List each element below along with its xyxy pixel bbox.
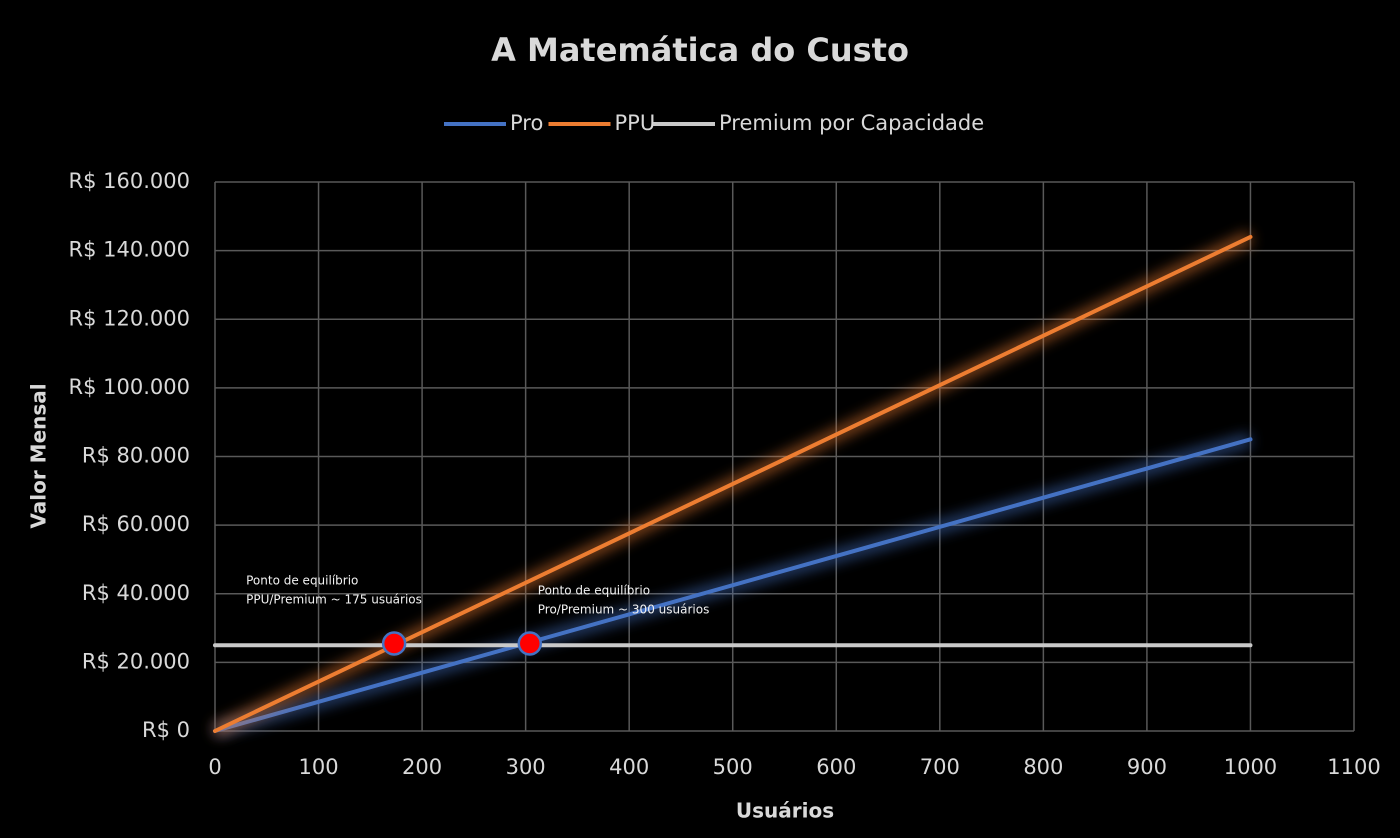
x-tick-label: 1000 <box>1224 755 1277 779</box>
x-tick-label: 100 <box>298 755 338 779</box>
x-tick-label: 400 <box>609 755 649 779</box>
legend-label: Pro <box>510 111 543 135</box>
x-tick-label: 600 <box>816 755 856 779</box>
chart-title: A Matemática do Custo <box>491 31 909 69</box>
annotation-text: Ponto de equilíbrio <box>538 584 650 598</box>
y-axis-title: Valor Mensal <box>27 383 51 528</box>
x-tick-label: 800 <box>1023 755 1063 779</box>
legend: Pro PPU Premium por Capacidade <box>444 111 984 135</box>
x-tick-label: 300 <box>506 755 546 779</box>
annotation-text: PPU/Premium ~ 175 usuários <box>246 593 422 607</box>
y-tick-label: R$ 60.000 <box>82 512 190 536</box>
break-even-marker <box>517 631 543 656</box>
legend-label: Premium por Capacidade <box>719 111 984 135</box>
y-tick-label: R$ 80.000 <box>82 444 190 468</box>
y-tick-label: R$ 20.000 <box>82 649 190 673</box>
x-tick-label: 700 <box>920 755 960 779</box>
x-axis-title: Usuários <box>736 799 834 823</box>
x-tick-label: 900 <box>1127 755 1167 779</box>
x-tick-label: 200 <box>402 755 442 779</box>
y-tick-label: R$ 160.000 <box>69 169 190 193</box>
legend-label: PPU <box>615 111 656 135</box>
x-tick-label: 500 <box>713 755 753 779</box>
break-even-marker <box>381 631 407 656</box>
y-tick-label: R$ 140.000 <box>69 238 190 262</box>
annotation-text: Pro/Premium ~ 300 usuários <box>538 603 710 617</box>
x-tick-label: 1100 <box>1327 755 1380 779</box>
series-line <box>213 437 1253 733</box>
y-tick-label: R$ 0 <box>142 718 190 742</box>
annotation-text: Ponto de equilíbrio <box>246 574 358 588</box>
y-tick-label: R$ 100.000 <box>69 375 190 399</box>
y-tick-label: R$ 120.000 <box>69 306 190 330</box>
x-tick-label: 0 <box>208 755 221 779</box>
y-tick-label: R$ 40.000 <box>82 581 190 605</box>
